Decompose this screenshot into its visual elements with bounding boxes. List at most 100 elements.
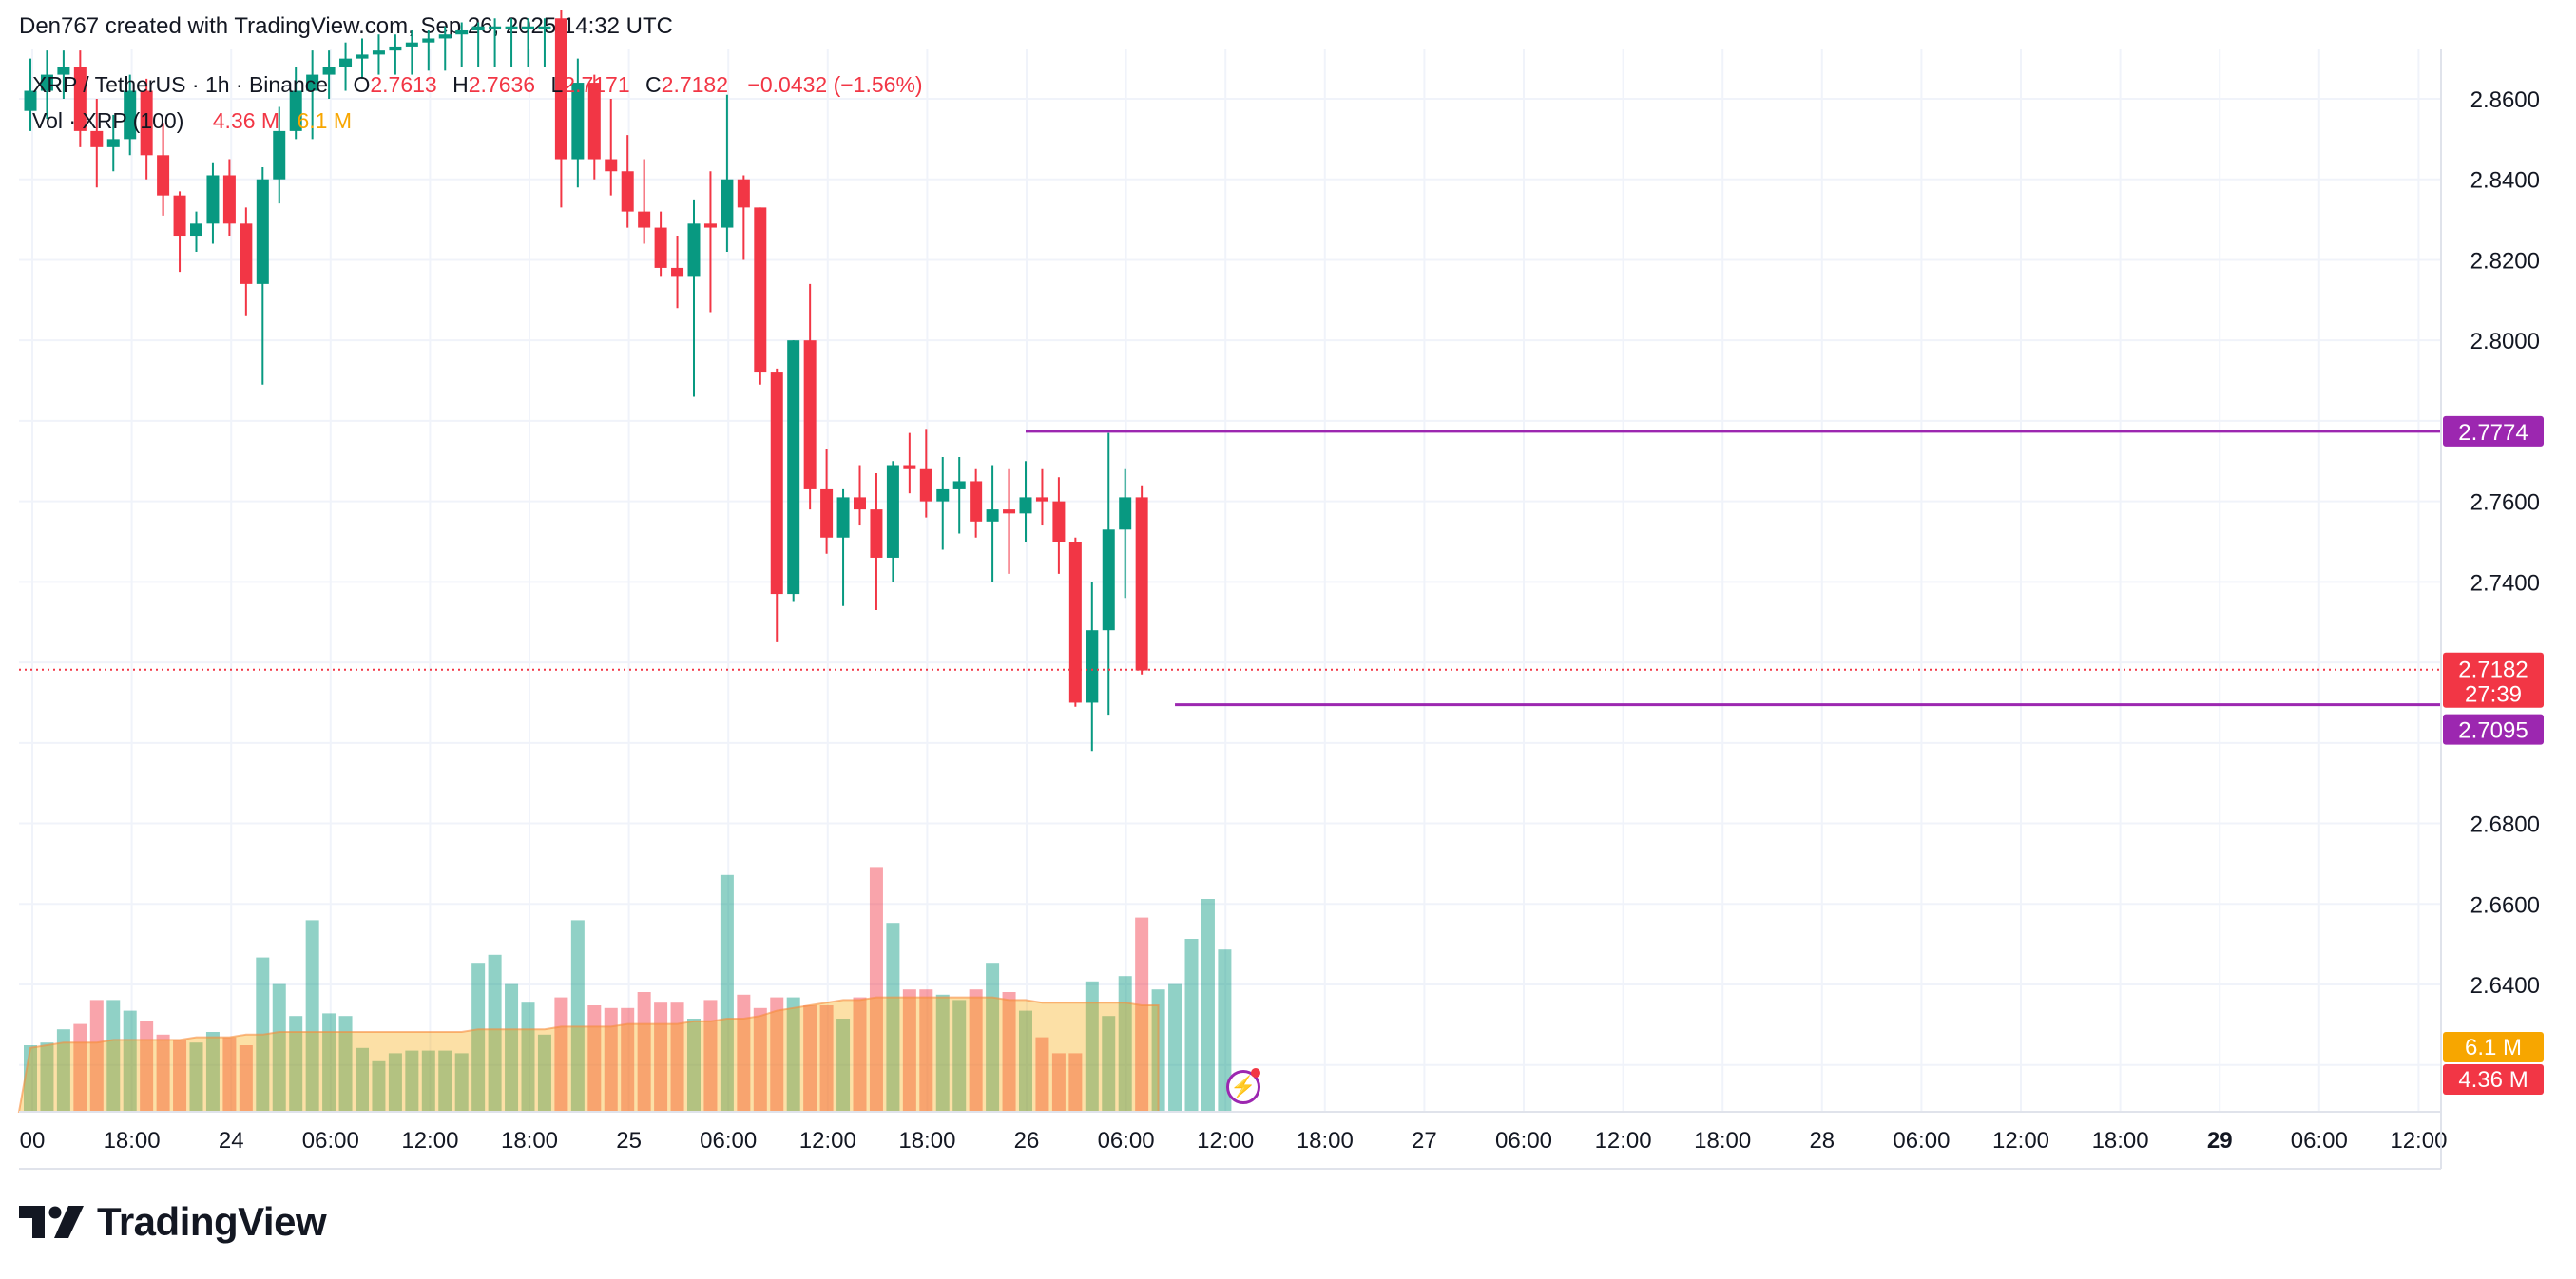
x-tick-label: 28	[1809, 1128, 1835, 1154]
candle-body	[73, 67, 87, 131]
volume-bar	[438, 1050, 452, 1112]
x-tick-label: 18:00	[2092, 1128, 2149, 1154]
volume-badge	[2443, 1032, 2544, 1062]
y-tick-label: 2.8600	[2470, 87, 2540, 113]
legend-volume-value: 4.36 M	[212, 108, 280, 133]
candle-body	[40, 74, 53, 91]
candle-body	[919, 468, 932, 502]
legend-c-value: 2.7182	[661, 72, 729, 97]
volume-bar	[123, 1010, 137, 1112]
candle-body	[737, 179, 750, 208]
x-tick-label: 18:00	[104, 1128, 161, 1154]
candle-body	[306, 74, 319, 91]
y-tick-label: 2.8200	[2470, 248, 2540, 274]
candle-body	[389, 46, 402, 51]
volume-bar	[687, 1019, 701, 1112]
candle-body	[256, 179, 269, 284]
candle-body	[754, 207, 767, 373]
legend-l-value: 2.7171	[563, 72, 630, 97]
x-tick-label: 18:00	[501, 1128, 558, 1154]
x-tick-label: 06:00	[1495, 1128, 1552, 1154]
y-tick-label: 2.6400	[2470, 973, 2540, 999]
candle-body	[1068, 542, 1082, 703]
volume-bar	[570, 920, 585, 1112]
legend-change: −0.0432 (−1.56%)	[747, 72, 923, 97]
candle-body	[505, 26, 518, 29]
volume-bar	[604, 1007, 618, 1112]
volume-bar	[1035, 1037, 1049, 1112]
candle-body	[952, 481, 966, 489]
volume-bar	[803, 1005, 817, 1112]
volume-bar	[853, 997, 867, 1112]
candle-body	[471, 26, 485, 30]
candle-body	[372, 50, 385, 55]
x-tick-label: 12:00	[401, 1128, 458, 1154]
volume-bar	[836, 1019, 851, 1112]
y-tick-label: 2.6600	[2470, 892, 2540, 918]
candle-body	[289, 90, 302, 131]
x-tick-label: 29	[2207, 1128, 2233, 1154]
volume-bar	[1068, 1053, 1083, 1112]
volume-bar	[322, 1013, 336, 1112]
x-tick-label: 12:00	[2390, 1128, 2447, 1154]
lightning-icon[interactable]: ⚡	[1226, 1070, 1260, 1104]
y-tick-label: 2.7600	[2470, 490, 2540, 516]
legend-o-value: 2.7613	[370, 72, 437, 97]
volume-bar	[986, 963, 1000, 1112]
candle-body	[240, 223, 253, 284]
volume-bar	[819, 1005, 834, 1112]
footer-logo: TradingView	[19, 1199, 327, 1245]
candle-body	[1119, 497, 1132, 530]
level-badge-label: 2.7774	[2458, 420, 2528, 446]
legend-l-label: L	[550, 72, 564, 97]
volume-bar	[1118, 976, 1132, 1112]
candle-body	[936, 488, 950, 502]
candle-body	[273, 130, 286, 180]
x-tick-label: 00	[20, 1128, 46, 1154]
candle-body	[571, 83, 585, 160]
candle-body	[870, 509, 883, 558]
volume-bar	[952, 1000, 967, 1112]
x-tick-label: 24	[219, 1128, 244, 1154]
candle-body	[605, 159, 618, 172]
volume-bar	[537, 1034, 551, 1112]
candle-body	[157, 155, 170, 196]
candle-body	[1052, 501, 1066, 542]
candle-body	[970, 481, 983, 522]
candle-body	[854, 497, 866, 510]
volume-bar	[720, 874, 734, 1112]
x-tick-label: 26	[1014, 1128, 1040, 1154]
candle-body	[836, 497, 850, 538]
candle-body	[903, 465, 916, 469]
candle-body	[173, 195, 186, 237]
legend-h-label: H	[452, 72, 469, 97]
volume-bar	[156, 1034, 170, 1112]
candle-body	[621, 171, 634, 212]
volume-bar	[753, 1007, 767, 1112]
legend-symbol[interactable]: XRP / TetherUS · 1h · Binance	[32, 72, 329, 97]
volume-bar	[1019, 1010, 1032, 1112]
candle-body	[1086, 630, 1099, 703]
candle-body	[489, 26, 502, 29]
candle-body	[687, 223, 701, 277]
candle-body	[554, 18, 567, 160]
volume-bar	[305, 920, 319, 1112]
legend-volume-label[interactable]: Vol · XRP (100)	[32, 108, 184, 133]
x-tick-label: 12:00	[799, 1128, 856, 1154]
x-tick-label: 06:00	[700, 1128, 757, 1154]
legend-h-value: 2.7636	[468, 72, 536, 97]
level-badge	[2443, 714, 2544, 745]
legend-price-row: XRP / TetherUS · 1h · Binance O2.7613 H2…	[32, 67, 923, 103]
candle-body	[222, 175, 236, 224]
volume-bar	[106, 1000, 121, 1112]
candle-body	[1102, 529, 1115, 631]
candle-body	[638, 211, 651, 228]
level-badge	[2443, 415, 2544, 447]
volume-bar	[919, 989, 933, 1112]
volume-bar	[505, 983, 519, 1112]
volume-badge-label: 4.36 M	[2458, 1067, 2528, 1093]
x-tick-label: 18:00	[898, 1128, 955, 1154]
volume-bar	[73, 1023, 87, 1112]
